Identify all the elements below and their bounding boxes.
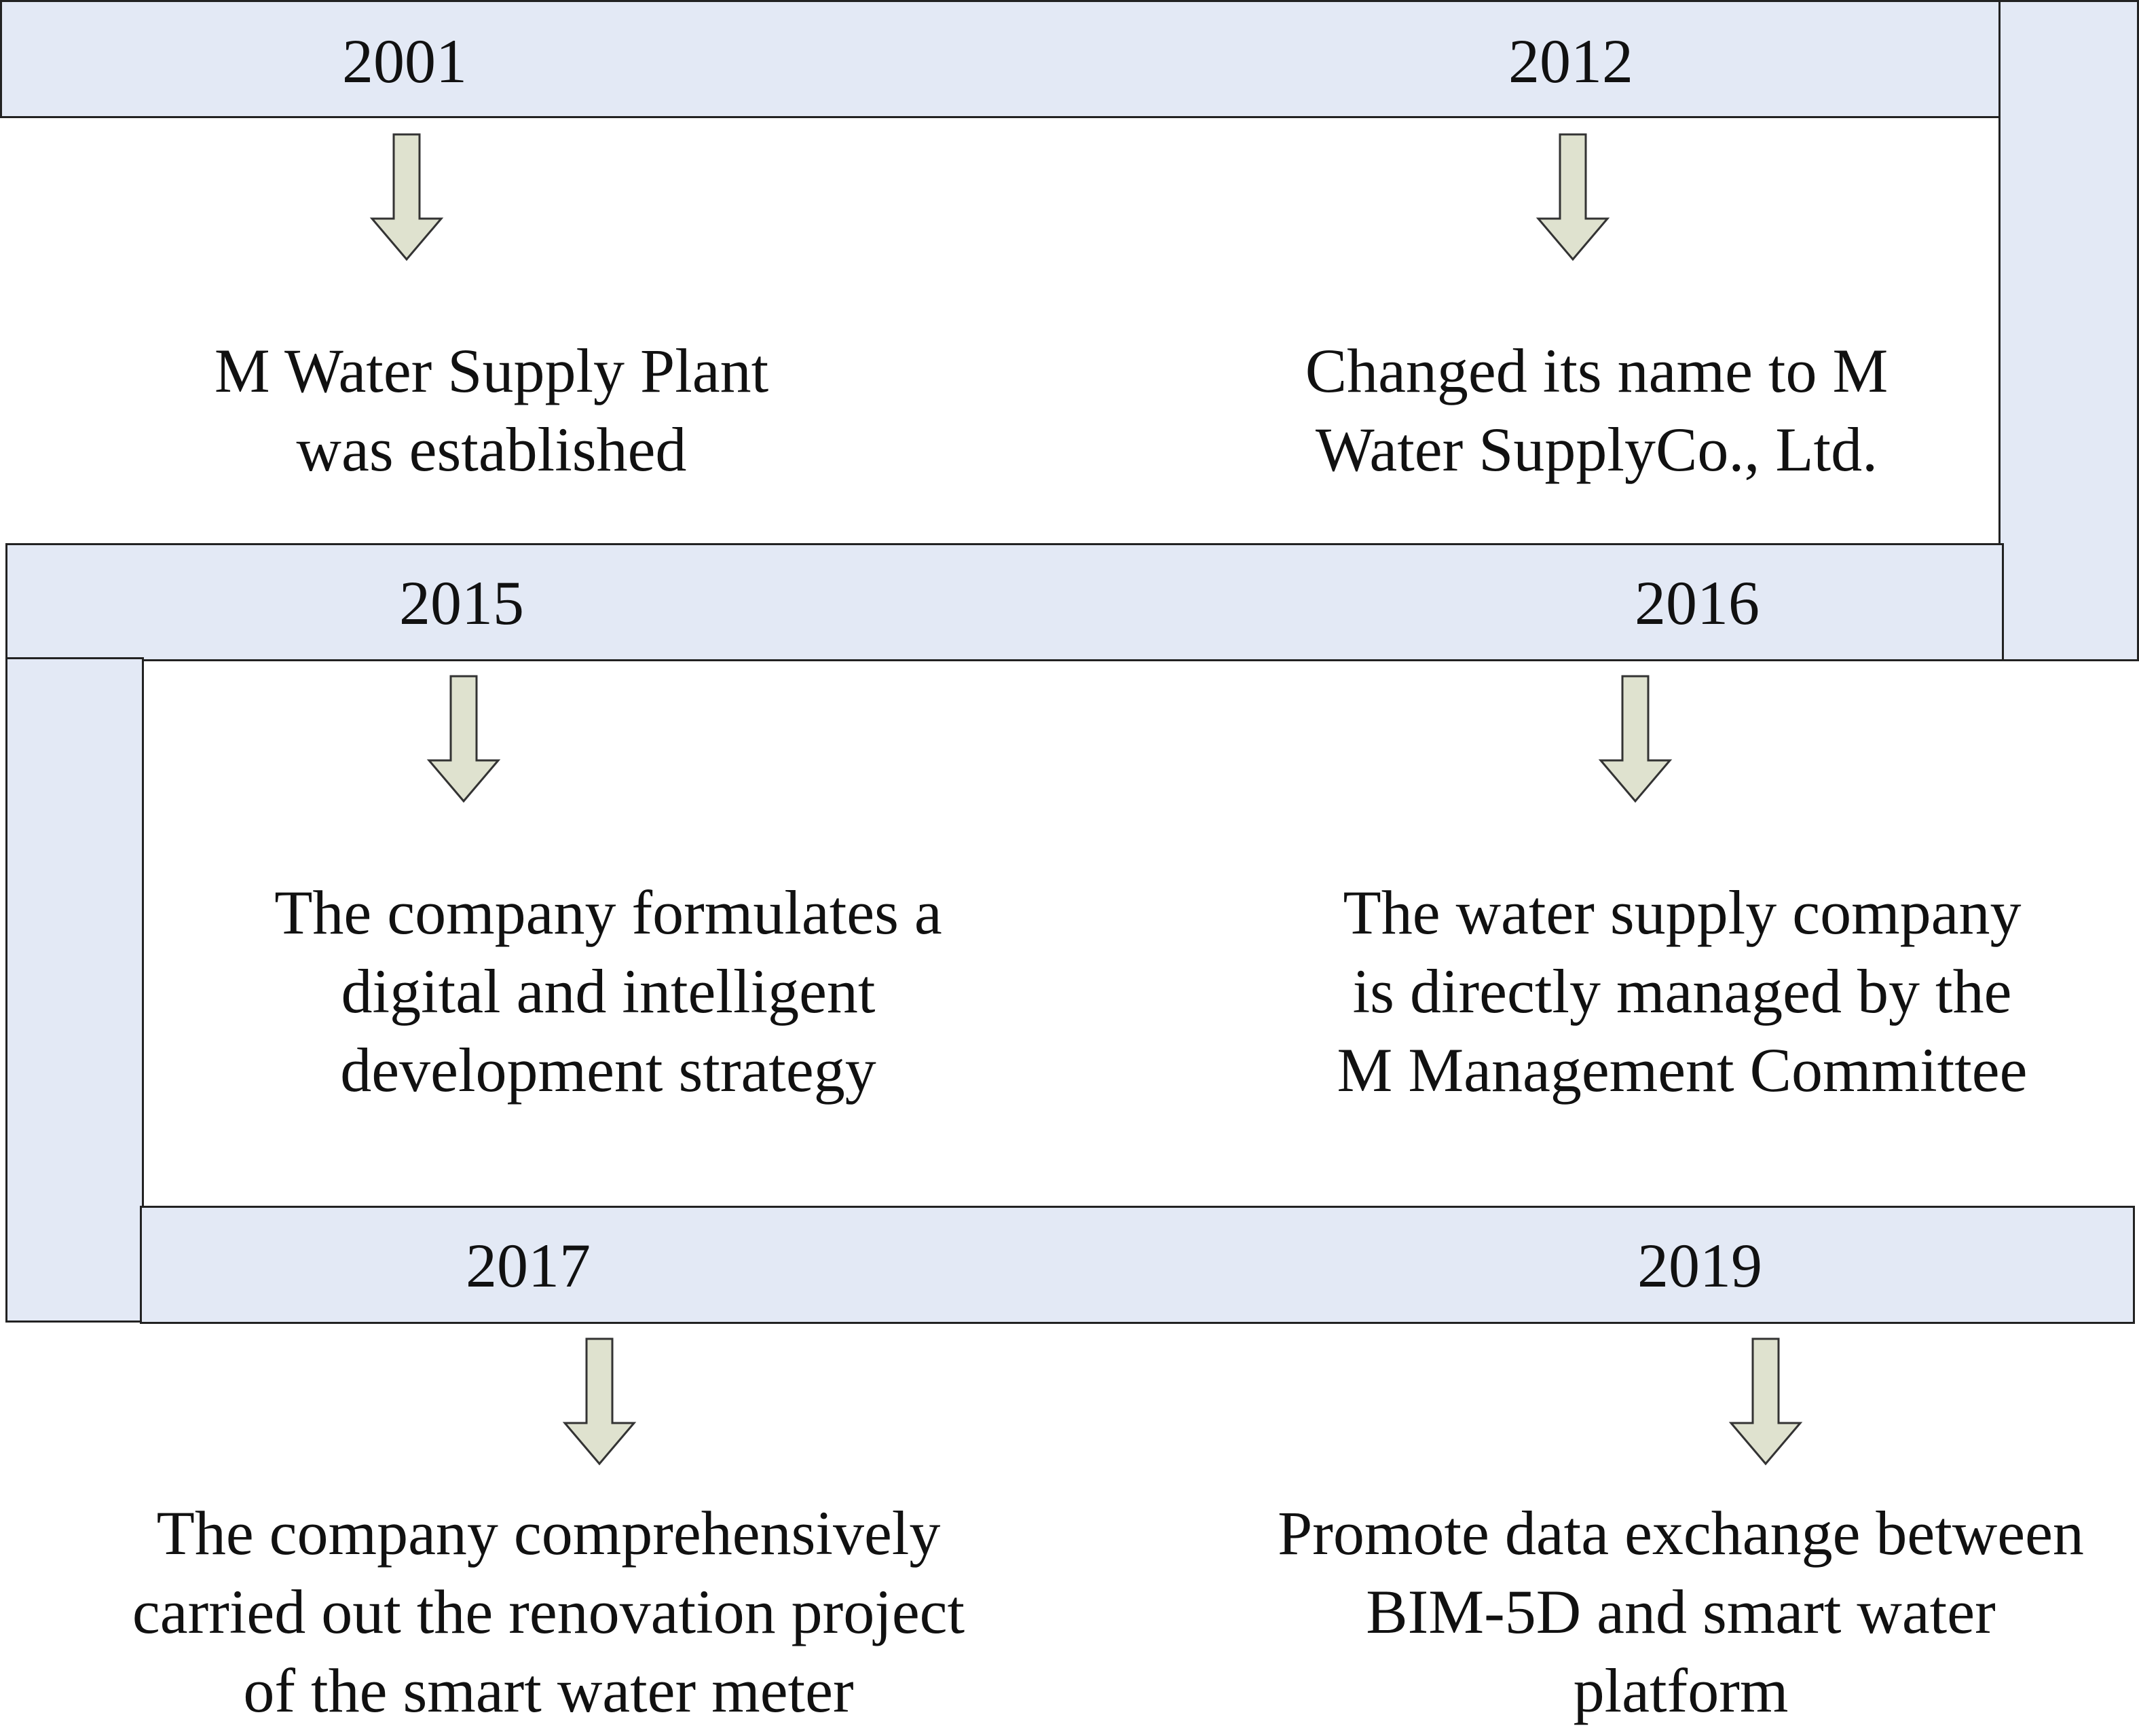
timeline-connector-right — [1998, 0, 2139, 661]
down-arrow-icon — [369, 133, 444, 262]
year-label-2012: 2012 — [1508, 26, 1633, 96]
event-line: of the smart water meter — [243, 1656, 854, 1725]
year-label-2017: 2017 — [466, 1231, 591, 1300]
timeline-bar-row2 — [5, 543, 2004, 661]
year-label-2015: 2015 — [399, 568, 524, 638]
event-line: Water SupplyCo., Ltd. — [1315, 415, 1878, 484]
event-line: platform — [1573, 1656, 1789, 1725]
event-line: digital and intelligent — [341, 957, 876, 1026]
down-arrow-icon — [426, 675, 501, 804]
timeline-connector-left — [5, 657, 144, 1323]
year-label-2001: 2001 — [342, 26, 467, 96]
down-arrow-icon — [1728, 1337, 1803, 1466]
down-arrow-icon — [1598, 675, 1673, 804]
timeline-bar-row1 — [0, 0, 2004, 118]
event-line: is directly managed by the — [1352, 957, 2012, 1026]
event-line: The company comprehensively — [156, 1498, 941, 1568]
event-text-2019: Promote data exchange between BIM-5D and… — [1278, 1494, 2084, 1730]
event-line: Promote data exchange between — [1278, 1498, 2084, 1568]
event-text-2017: The company comprehensively carried out … — [132, 1494, 965, 1730]
down-arrow-icon — [1536, 133, 1610, 262]
timeline-bar-row3 — [140, 1206, 2135, 1324]
event-line: was established — [296, 415, 687, 484]
year-label-2019: 2019 — [1637, 1231, 1762, 1300]
event-text-2016: The water supply company is directly man… — [1337, 873, 2028, 1109]
year-label-2016: 2016 — [1635, 568, 1760, 638]
event-line: BIM-5D and smart water — [1366, 1577, 1996, 1646]
event-line: M Water Supply Plant — [214, 336, 769, 405]
event-text-2001: M Water Supply Plant was established — [215, 331, 768, 489]
event-text-2015: The company formulates a digital and int… — [274, 873, 942, 1109]
event-line: development strategy — [340, 1035, 876, 1105]
event-line: Changed its name to M — [1305, 336, 1889, 405]
down-arrow-icon — [562, 1337, 637, 1466]
event-line: The company formulates a — [274, 878, 942, 947]
event-line: carried out the renovation project — [132, 1577, 965, 1646]
event-line: M Management Committee — [1337, 1035, 2028, 1105]
event-text-2012: Changed its name to M Water SupplyCo., L… — [1305, 331, 1889, 489]
event-line: The water supply company — [1343, 878, 2022, 947]
